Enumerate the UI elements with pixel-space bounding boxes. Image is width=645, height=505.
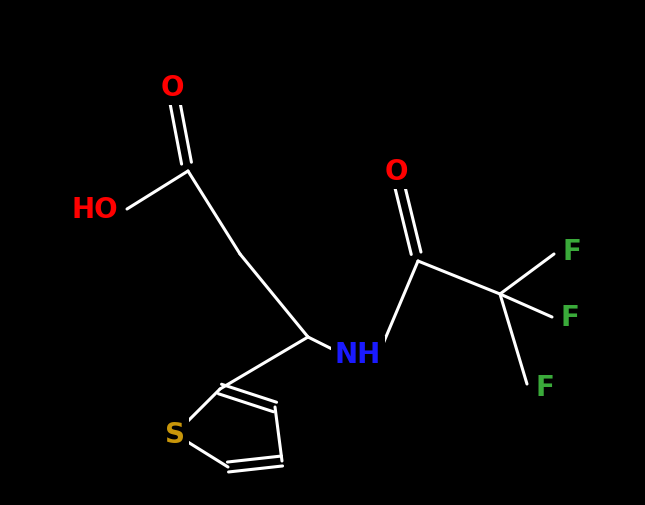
Text: O: O (384, 158, 408, 186)
Text: S: S (165, 420, 185, 448)
Text: F: F (562, 237, 581, 266)
Text: F: F (561, 304, 579, 331)
Text: HO: HO (72, 195, 118, 224)
Text: O: O (160, 74, 184, 102)
Text: F: F (535, 373, 555, 401)
Text: NH: NH (335, 340, 381, 368)
